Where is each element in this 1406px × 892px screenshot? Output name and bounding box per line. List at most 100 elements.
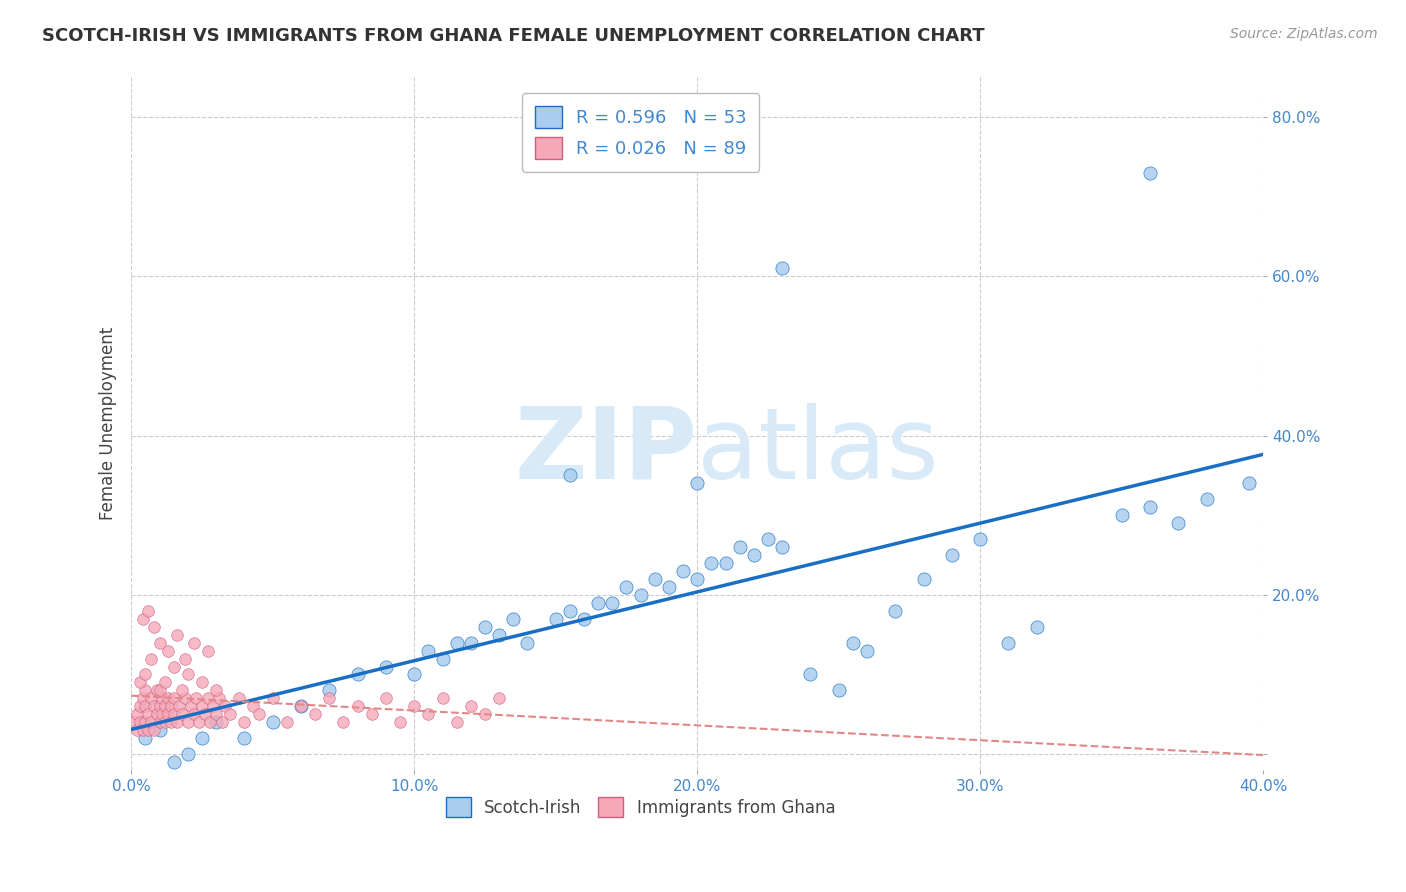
Point: [432, 651, 454, 665]
Point: [180, 699, 202, 714]
Point: [155, 675, 177, 690]
Point: [686, 476, 709, 491]
Point: [157, 691, 180, 706]
Point: [125, 707, 148, 722]
Point: [700, 556, 723, 570]
Point: [418, 707, 440, 722]
Point: [446, 635, 468, 649]
Point: [142, 620, 165, 634]
Point: [155, 699, 177, 714]
Point: [183, 635, 205, 649]
Point: [856, 643, 879, 657]
Text: atlas: atlas: [697, 403, 939, 500]
Point: [163, 707, 186, 722]
Point: [714, 556, 737, 570]
Point: [134, 731, 156, 746]
Point: [128, 699, 150, 714]
Point: [183, 707, 205, 722]
Point: [502, 612, 524, 626]
Point: [122, 715, 145, 730]
Point: [148, 683, 170, 698]
Point: [163, 691, 186, 706]
Point: [205, 715, 228, 730]
Point: [558, 468, 581, 483]
Point: [139, 651, 162, 665]
Point: [136, 723, 159, 738]
Point: [262, 715, 284, 730]
Point: [208, 691, 231, 706]
Point: [163, 755, 186, 769]
Point: [658, 580, 681, 594]
Point: [134, 667, 156, 681]
Point: [200, 715, 222, 730]
Point: [128, 715, 150, 730]
Point: [770, 540, 793, 554]
Point: [191, 699, 214, 714]
Point: [131, 691, 153, 706]
Point: [228, 691, 250, 706]
Point: [191, 731, 214, 746]
Text: Source: ZipAtlas.com: Source: ZipAtlas.com: [1230, 27, 1378, 41]
Point: [318, 683, 340, 698]
Point: [742, 548, 765, 562]
Point: [150, 707, 173, 722]
Point: [474, 620, 496, 634]
Point: [602, 596, 624, 610]
Point: [1167, 516, 1189, 531]
Point: [276, 715, 298, 730]
Point: [418, 643, 440, 657]
Point: [148, 635, 170, 649]
Point: [136, 604, 159, 618]
Point: [332, 715, 354, 730]
Point: [346, 667, 368, 681]
Point: [134, 699, 156, 714]
Point: [214, 699, 236, 714]
Point: [128, 675, 150, 690]
Point: [145, 707, 167, 722]
Point: [145, 683, 167, 698]
Point: [186, 691, 208, 706]
Text: SCOTCH-IRISH VS IMMIGRANTS FROM GHANA FEMALE UNEMPLOYMENT CORRELATION CHART: SCOTCH-IRISH VS IMMIGRANTS FROM GHANA FE…: [42, 27, 984, 45]
Point: [1195, 492, 1218, 507]
Point: [148, 723, 170, 738]
Point: [131, 612, 153, 626]
Point: [157, 707, 180, 722]
Point: [136, 707, 159, 722]
Point: [374, 691, 396, 706]
Legend: Scotch-Irish, Immigrants from Ghana: Scotch-Irish, Immigrants from Ghana: [439, 790, 842, 824]
Point: [247, 707, 270, 722]
Y-axis label: Female Unemployment: Female Unemployment: [100, 327, 117, 520]
Point: [131, 723, 153, 738]
Point: [346, 699, 368, 714]
Point: [219, 707, 242, 722]
Point: [134, 715, 156, 730]
Point: [169, 699, 191, 714]
Point: [163, 659, 186, 673]
Point: [172, 707, 194, 722]
Point: [148, 699, 170, 714]
Point: [188, 715, 211, 730]
Point: [304, 707, 326, 722]
Point: [728, 540, 751, 554]
Point: [1237, 476, 1260, 491]
Point: [686, 572, 709, 586]
Point: [630, 588, 652, 602]
Point: [799, 667, 821, 681]
Point: [404, 699, 426, 714]
Point: [446, 715, 468, 730]
Point: [174, 691, 197, 706]
Point: [884, 604, 907, 618]
Point: [134, 683, 156, 698]
Point: [290, 699, 312, 714]
Point: [150, 691, 173, 706]
Point: [233, 731, 256, 746]
Point: [125, 723, 148, 738]
Point: [177, 715, 200, 730]
Point: [166, 628, 188, 642]
Point: [166, 715, 188, 730]
Point: [842, 635, 865, 649]
Point: [211, 715, 233, 730]
Point: [516, 635, 538, 649]
Point: [142, 723, 165, 738]
Point: [1025, 620, 1047, 634]
